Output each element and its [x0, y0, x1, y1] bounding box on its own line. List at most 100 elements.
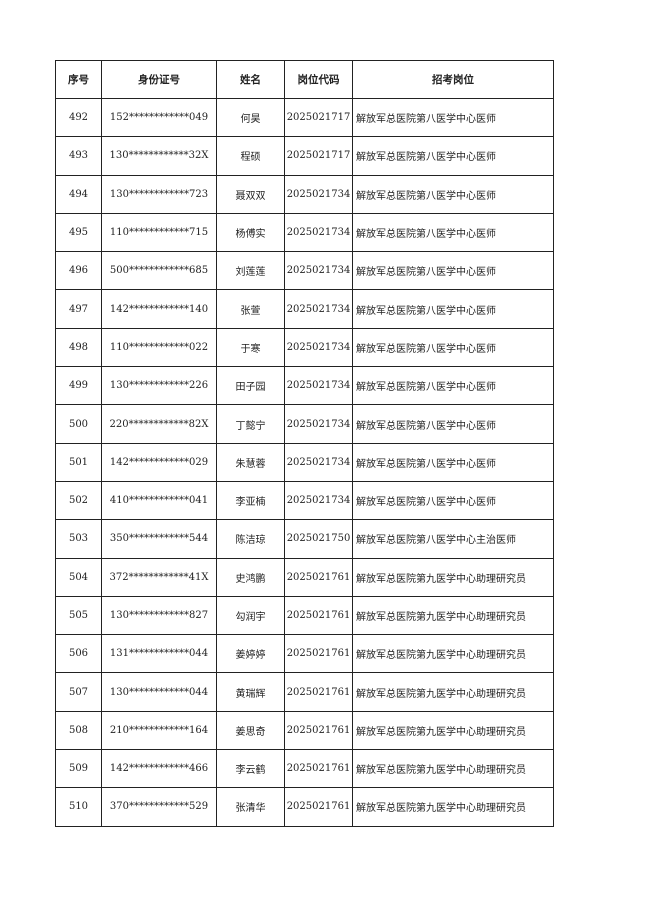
- cell-name: 陈洁琼: [216, 519, 285, 559]
- cell-index: 493: [55, 136, 102, 176]
- cell-index: 510: [55, 787, 102, 827]
- table-row: 507 130************044 黄瑞辉 2025021761 解放军总医院…: [55, 672, 554, 712]
- cell-id-number: 220************82X: [101, 404, 217, 444]
- cell-post: 解放军总医院第九医学中心助理研究员: [352, 787, 554, 827]
- header-name: 姓名: [216, 60, 285, 99]
- table-row: 497 142************140 张萱 2025021734 解放军总医院第…: [55, 289, 554, 329]
- table-row: 499 130************226 田子园 2025021734 解放军总医院…: [55, 366, 554, 406]
- cell-post-code: 2025021734: [284, 480, 353, 521]
- cell-name: 于寒: [216, 327, 285, 368]
- cell-post: 解放军总医院第九医学中心助理研究员: [352, 634, 554, 674]
- candidate-table: 序号 身份证号 姓名 岗位代码 招考岗位 492 152************0…: [55, 60, 554, 827]
- cell-name: 黄瑞辉: [216, 672, 285, 712]
- cell-index: 508: [55, 710, 102, 751]
- table-row: 510 370************529 张清华 2025021761 解放军总医院…: [55, 787, 554, 827]
- table-row: 498 110************022 于寒 2025021734 解放军总医院第…: [55, 327, 554, 368]
- cell-post: 解放军总医院第八医学中心医师: [352, 327, 554, 368]
- cell-name: 何昊: [216, 97, 285, 138]
- cell-index: 496: [55, 251, 102, 291]
- cell-id-number: 130************827: [101, 595, 217, 636]
- cell-name: 张清华: [216, 787, 285, 827]
- cell-id-number: 370************529: [101, 787, 217, 827]
- cell-index: 498: [55, 327, 102, 368]
- cell-index: 494: [55, 174, 102, 214]
- cell-id-number: 110************022: [101, 327, 217, 368]
- cell-name: 李云鹤: [216, 749, 285, 789]
- cell-index: 505: [55, 595, 102, 636]
- cell-post-code: 2025021717: [284, 136, 353, 176]
- cell-post-code: 2025021750: [284, 519, 353, 559]
- cell-index: 495: [55, 212, 102, 253]
- cell-post-code: 2025021761: [284, 787, 353, 827]
- cell-post: 解放军总医院第八医学中心医师: [352, 289, 554, 329]
- cell-id-number: 130************32X: [101, 136, 217, 176]
- cell-post: 解放军总医院第八医学中心医师: [352, 251, 554, 291]
- table-body: 492 152************049 何昊 2025021717 解放军总医院第…: [55, 97, 554, 827]
- cell-index: 501: [55, 442, 102, 482]
- cell-post: 解放军总医院第八医学中心医师: [352, 366, 554, 406]
- cell-name: 李亚楠: [216, 480, 285, 521]
- cell-name: 杨傅实: [216, 212, 285, 253]
- cell-name: 丁懿宁: [216, 404, 285, 444]
- cell-post-code: 2025021734: [284, 212, 353, 253]
- cell-post: 解放军总医院第八医学中心医师: [352, 212, 554, 253]
- cell-post: 解放军总医院第八医学中心医师: [352, 404, 554, 444]
- cell-post: 解放军总医院第八医学中心医师: [352, 97, 554, 138]
- cell-post: 解放军总医院第九医学中心助理研究员: [352, 557, 554, 597]
- cell-id-number: 152************049: [101, 97, 217, 138]
- cell-name: 程硕: [216, 136, 285, 176]
- cell-name: 刘莲莲: [216, 251, 285, 291]
- cell-id-number: 410************041: [101, 480, 217, 521]
- cell-id-number: 130************226: [101, 366, 217, 406]
- table-row: 500 220************82X 丁懿宁 2025021734 解放军总医院…: [55, 404, 554, 444]
- table-row: 495 110************715 杨傅实 2025021734 解放军总医院…: [55, 212, 554, 253]
- cell-index: 502: [55, 480, 102, 521]
- cell-id-number: 210************164: [101, 710, 217, 751]
- table-row: 504 372************41X 史鸿鹏 2025021761 解放军总医院…: [55, 557, 554, 597]
- cell-index: 504: [55, 557, 102, 597]
- table-row: 505 130************827 勾润宇 2025021761 解放军总医院…: [55, 595, 554, 636]
- cell-index: 500: [55, 404, 102, 444]
- cell-post-code: 2025021761: [284, 634, 353, 674]
- cell-post: 解放军总医院第九医学中心助理研究员: [352, 595, 554, 636]
- cell-index: 499: [55, 366, 102, 406]
- cell-post-code: 2025021734: [284, 251, 353, 291]
- cell-id-number: 350************544: [101, 519, 217, 559]
- cell-name: 聂双双: [216, 174, 285, 214]
- table-row: 501 142************029 朱慧蓉 2025021734 解放军总医院…: [55, 442, 554, 482]
- cell-index: 507: [55, 672, 102, 712]
- table-row: 508 210************164 姜思奇 2025021761 解放军总医院…: [55, 710, 554, 751]
- cell-post-code: 2025021734: [284, 404, 353, 444]
- table-row: 496 500************685 刘莲莲 2025021734 解放军总医院…: [55, 251, 554, 291]
- cell-name: 田子园: [216, 366, 285, 406]
- cell-post: 解放军总医院第九医学中心助理研究员: [352, 710, 554, 751]
- table-row: 502 410************041 李亚楠 2025021734 解放军总医院…: [55, 480, 554, 521]
- cell-post: 解放军总医院第九医学中心助理研究员: [352, 672, 554, 712]
- cell-post-code: 2025021717: [284, 97, 353, 138]
- cell-index: 497: [55, 289, 102, 329]
- table-row: 492 152************049 何昊 2025021717 解放军总医院第…: [55, 97, 554, 138]
- header-post-code: 岗位代码: [284, 60, 353, 99]
- cell-name: 姜思奇: [216, 710, 285, 751]
- cell-post: 解放军总医院第八医学中心主治医师: [352, 519, 554, 559]
- cell-id-number: 130************044: [101, 672, 217, 712]
- cell-post-code: 2025021761: [284, 672, 353, 712]
- cell-id-number: 142************466: [101, 749, 217, 789]
- cell-post: 解放军总医院第九医学中心助理研究员: [352, 749, 554, 789]
- table-row: 493 130************32X 程硕 2025021717 解放军总医院第…: [55, 136, 554, 176]
- cell-name: 勾润宇: [216, 595, 285, 636]
- cell-post-code: 2025021734: [284, 289, 353, 329]
- cell-index: 492: [55, 97, 102, 138]
- cell-id-number: 110************715: [101, 212, 217, 253]
- cell-id-number: 142************140: [101, 289, 217, 329]
- header-id-number: 身份证号: [101, 60, 217, 99]
- cell-id-number: 500************685: [101, 251, 217, 291]
- cell-post: 解放军总医院第八医学中心医师: [352, 174, 554, 214]
- table-row: 503 350************544 陈洁琼 2025021750 解放军总医院…: [55, 519, 554, 559]
- cell-post-code: 2025021734: [284, 327, 353, 368]
- cell-post: 解放军总医院第八医学中心医师: [352, 136, 554, 176]
- cell-post-code: 2025021761: [284, 710, 353, 751]
- cell-id-number: 130************723: [101, 174, 217, 214]
- cell-post-code: 2025021734: [284, 442, 353, 482]
- cell-id-number: 372************41X: [101, 557, 217, 597]
